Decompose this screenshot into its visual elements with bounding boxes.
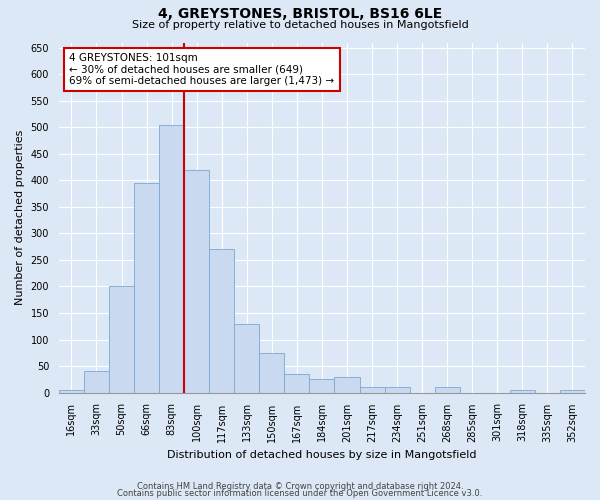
Bar <box>134 183 159 392</box>
Bar <box>159 124 184 392</box>
Bar <box>310 380 334 392</box>
Bar <box>259 353 284 393</box>
Bar <box>385 388 410 392</box>
Bar <box>510 390 535 392</box>
Bar <box>209 250 234 392</box>
Bar <box>59 390 84 392</box>
Text: 4 GREYSTONES: 101sqm
← 30% of detached houses are smaller (649)
69% of semi-deta: 4 GREYSTONES: 101sqm ← 30% of detached h… <box>70 53 335 86</box>
Bar <box>109 286 134 393</box>
Bar <box>284 374 310 392</box>
Text: 4, GREYSTONES, BRISTOL, BS16 6LE: 4, GREYSTONES, BRISTOL, BS16 6LE <box>158 8 442 22</box>
Text: Contains HM Land Registry data © Crown copyright and database right 2024.: Contains HM Land Registry data © Crown c… <box>137 482 463 491</box>
Text: Size of property relative to detached houses in Mangotsfield: Size of property relative to detached ho… <box>131 20 469 30</box>
Bar <box>359 388 385 392</box>
Bar <box>560 390 585 392</box>
X-axis label: Distribution of detached houses by size in Mangotsfield: Distribution of detached houses by size … <box>167 450 477 460</box>
Y-axis label: Number of detached properties: Number of detached properties <box>15 130 25 305</box>
Text: Contains public sector information licensed under the Open Government Licence v3: Contains public sector information licen… <box>118 489 482 498</box>
Bar <box>334 376 359 392</box>
Bar <box>184 170 209 392</box>
Bar <box>84 372 109 392</box>
Bar <box>434 388 460 392</box>
Bar <box>234 324 259 392</box>
